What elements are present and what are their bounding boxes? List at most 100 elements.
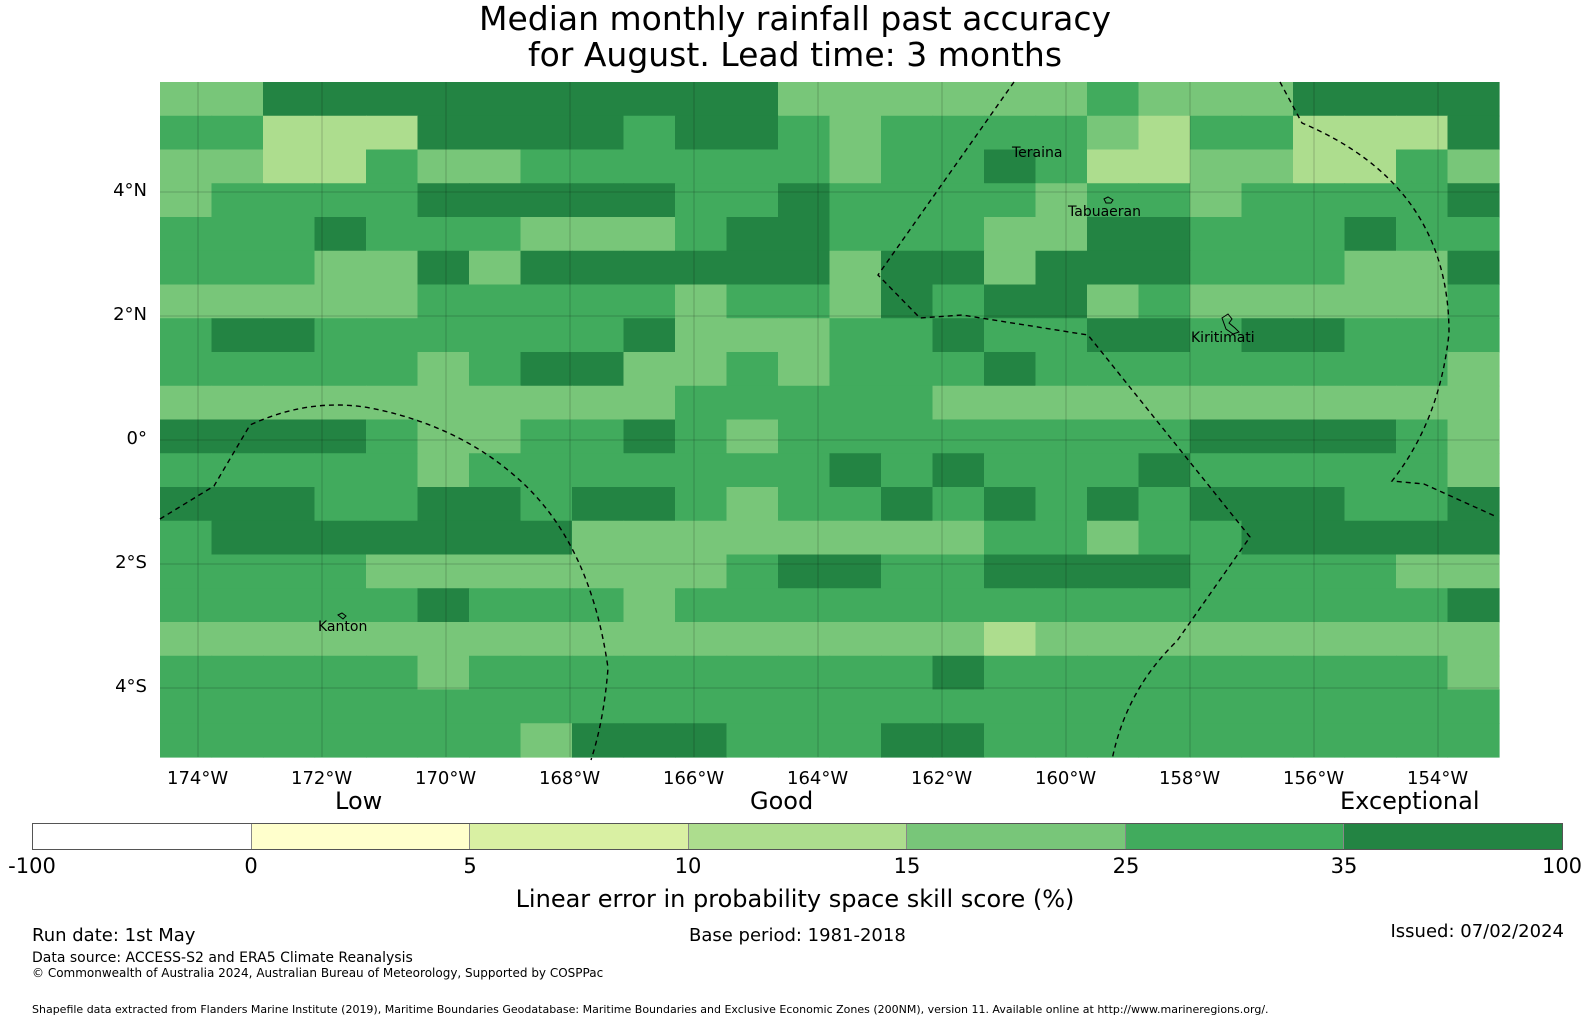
grid-cell: [932, 217, 985, 252]
grid-cell: [1344, 149, 1397, 184]
grid-cell: [1138, 622, 1191, 657]
grid-cell: [623, 520, 676, 556]
grid-cell: [778, 487, 831, 522]
grid-cell: [881, 82, 934, 117]
grid-cell: [1447, 520, 1500, 556]
lon-tick-label: 174°W: [167, 768, 229, 789]
grid-cell: [1035, 318, 1088, 353]
grid-cell: [417, 183, 470, 218]
grid-cell: [1190, 453, 1243, 488]
grid-cell: [1190, 622, 1243, 657]
lon-tick-label: 162°W: [911, 768, 973, 789]
grid-cell: [1241, 419, 1294, 454]
grid-cell: [1035, 655, 1088, 691]
grid-cell: [726, 318, 779, 353]
grid-cell: [1241, 554, 1294, 589]
grid-cell: [932, 352, 985, 387]
grid-cell: [1087, 419, 1140, 454]
grid-cell: [675, 419, 728, 454]
grid-cell: [469, 318, 522, 353]
grid-cell: [778, 183, 831, 218]
colorbar-tick-label: 35: [1330, 854, 1358, 878]
grid-cell: [520, 217, 573, 252]
grid-cell: [1447, 622, 1500, 657]
grid-cell: [675, 588, 728, 623]
grid-cell: [520, 419, 573, 454]
grid-cell: [1396, 689, 1449, 724]
grid-cell: [469, 689, 522, 724]
grid-cell: [211, 453, 264, 488]
grid-cell: [211, 588, 264, 623]
grid-cell: [1344, 250, 1397, 286]
grid-cell: [366, 622, 419, 657]
grid-cell: [263, 588, 316, 623]
lat-tick-label: 2°S: [115, 552, 147, 573]
grid-cell: [778, 723, 831, 758]
grid-cell: [881, 149, 934, 184]
grid-cell: [520, 183, 573, 218]
grid-cell: [1190, 554, 1243, 589]
grid-cell: [1087, 588, 1140, 623]
grid-cell: [1087, 453, 1140, 488]
grid-cell: [1035, 487, 1088, 522]
grid-cell: [1190, 588, 1243, 623]
grid-cell: [1396, 554, 1449, 589]
grid-cell: [1138, 554, 1191, 589]
grid-cell: [1447, 318, 1500, 353]
grid-cell: [417, 385, 470, 421]
grid-cell: [520, 588, 573, 623]
grid-cell: [726, 115, 779, 151]
grid-cell: [572, 250, 625, 286]
grid-cell: [314, 622, 367, 657]
grid-cell: [675, 149, 728, 184]
grid-cell: [778, 115, 831, 151]
grid-cell: [160, 453, 213, 488]
grid-cell: [520, 655, 573, 691]
grid-cell: [520, 622, 573, 657]
grid-cell: [314, 318, 367, 353]
grid-cell: [417, 352, 470, 387]
grid-cell: [417, 217, 470, 252]
grid-cell: [675, 520, 728, 556]
grid-cell: [829, 217, 882, 252]
grid-cell: [881, 318, 934, 353]
grid-cell: [1396, 723, 1449, 758]
grid-cell: [778, 655, 831, 691]
grid-cell: [1396, 419, 1449, 454]
map-title-line-2: for August. Lead time: 3 months: [527, 35, 1063, 74]
grid-cell: [160, 284, 213, 319]
grid-cell: [1138, 487, 1191, 522]
grid-cell: [1447, 689, 1500, 724]
grid-cell: [1138, 689, 1191, 724]
grid-cell: [984, 419, 1037, 454]
place-label-teraina: Teraina: [1012, 145, 1063, 161]
grid-cell: [160, 723, 213, 758]
grid-cell: [1035, 554, 1088, 589]
grid-cell: [1447, 352, 1500, 387]
grid-cell: [572, 689, 625, 724]
grid-cell: [211, 115, 264, 151]
grid-cell: [263, 183, 316, 218]
grid-cell: [881, 419, 934, 454]
grid-cell: [160, 419, 213, 454]
grid-cell: [984, 82, 1037, 117]
grid-cell: [211, 82, 264, 117]
grid-cell: [1087, 318, 1140, 353]
grid-cell: [263, 520, 316, 556]
grid-cell: [881, 453, 934, 488]
grid-cell: [1087, 115, 1140, 151]
grid-cell: [520, 689, 573, 724]
grid-cell: [932, 115, 985, 151]
grid-cell: [675, 82, 728, 117]
grid-cell: [160, 655, 213, 691]
grid-cell: [1447, 284, 1500, 319]
grid-cell: [675, 183, 728, 218]
grid-cell: [1293, 82, 1346, 117]
grid-cell: [1293, 250, 1346, 286]
grid-cell: [314, 419, 367, 454]
grid-cell: [675, 655, 728, 691]
grid-cell: [932, 183, 985, 218]
grid-cell: [881, 588, 934, 623]
grid-cell: [263, 723, 316, 758]
grid-cell: [1035, 520, 1088, 556]
